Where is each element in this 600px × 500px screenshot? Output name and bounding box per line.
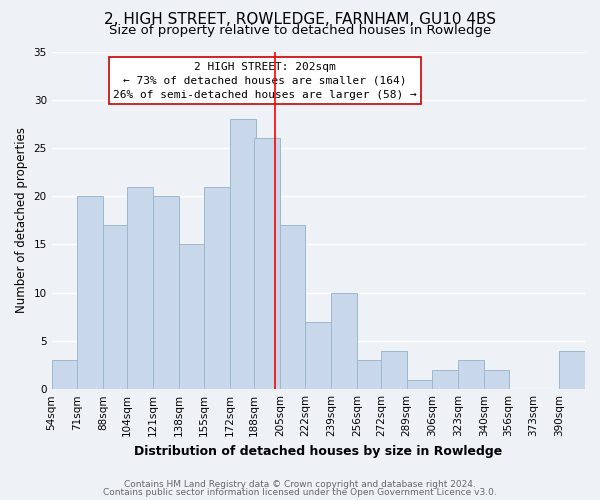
- Bar: [559, 350, 585, 389]
- Text: Contains public sector information licensed under the Open Government Licence v3: Contains public sector information licen…: [103, 488, 497, 497]
- Bar: [254, 138, 280, 389]
- Bar: [458, 360, 484, 389]
- Text: Contains HM Land Registry data © Crown copyright and database right 2024.: Contains HM Land Registry data © Crown c…: [124, 480, 476, 489]
- Bar: [381, 350, 407, 389]
- Bar: [484, 370, 509, 389]
- Bar: [407, 380, 433, 389]
- Bar: [77, 196, 103, 389]
- Bar: [230, 119, 256, 389]
- X-axis label: Distribution of detached houses by size in Rowledge: Distribution of detached houses by size …: [134, 444, 502, 458]
- Bar: [331, 292, 357, 389]
- Bar: [153, 196, 179, 389]
- Bar: [103, 225, 129, 389]
- Bar: [179, 244, 204, 389]
- Text: Size of property relative to detached houses in Rowledge: Size of property relative to detached ho…: [109, 24, 491, 37]
- Bar: [280, 225, 305, 389]
- Y-axis label: Number of detached properties: Number of detached properties: [15, 128, 28, 314]
- Bar: [357, 360, 383, 389]
- Bar: [433, 370, 458, 389]
- Text: 2 HIGH STREET: 202sqm
← 73% of detached houses are smaller (164)
26% of semi-det: 2 HIGH STREET: 202sqm ← 73% of detached …: [113, 62, 417, 100]
- Bar: [305, 322, 331, 389]
- Text: 2, HIGH STREET, ROWLEDGE, FARNHAM, GU10 4BS: 2, HIGH STREET, ROWLEDGE, FARNHAM, GU10 …: [104, 12, 496, 28]
- Bar: [52, 360, 77, 389]
- Bar: [127, 186, 153, 389]
- Bar: [204, 186, 230, 389]
